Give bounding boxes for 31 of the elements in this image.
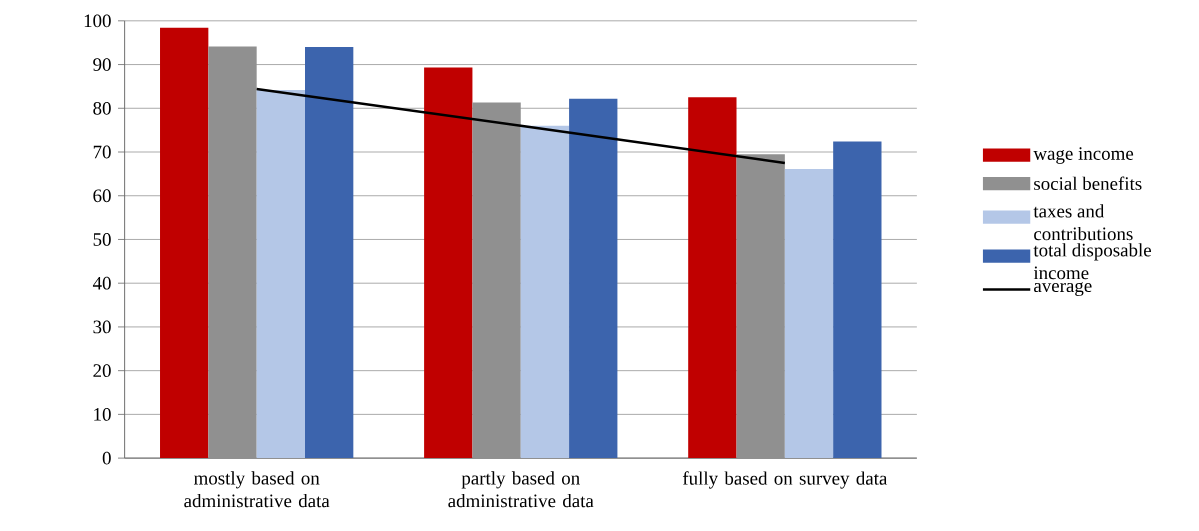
y-tick-label: 10 [94,408,111,421]
x-tick-label: fully based on survey data [682,471,888,489]
bar [424,67,473,459]
y-tick-label: 60 [93,189,111,203]
bar [208,46,257,459]
bar [305,47,354,459]
bar [520,125,570,459]
bar [833,141,882,459]
y-tick-label: 70 [93,145,111,159]
bar [569,98,618,459]
x-tick-label: mostly based on administrative data [184,471,330,508]
bar [472,102,521,459]
legend-label: social benefits [1034,176,1142,191]
y-tick-label: 90 [93,58,111,71]
y-tick-label: 50 [93,233,111,246]
legend-label: taxes and contributions [1033,204,1133,241]
y-tick-label: 80 [93,101,111,115]
bar [736,154,785,459]
bar [784,169,834,459]
y-tick-label: 100 [84,14,111,28]
y-tick-label: 40 [92,276,111,290]
bar [256,89,305,459]
legend-label: average [1034,282,1092,296]
bar [688,97,737,459]
legend-label: wage income [1033,147,1134,164]
x-tick-label: partly based on administrative data [448,471,594,508]
bar [160,27,209,459]
y-tick-label: 0 [102,451,111,465]
legend-label: total disposable income [1033,243,1152,280]
y-tick-label: 20 [93,364,111,378]
y-tick-label: 30 [93,320,111,334]
